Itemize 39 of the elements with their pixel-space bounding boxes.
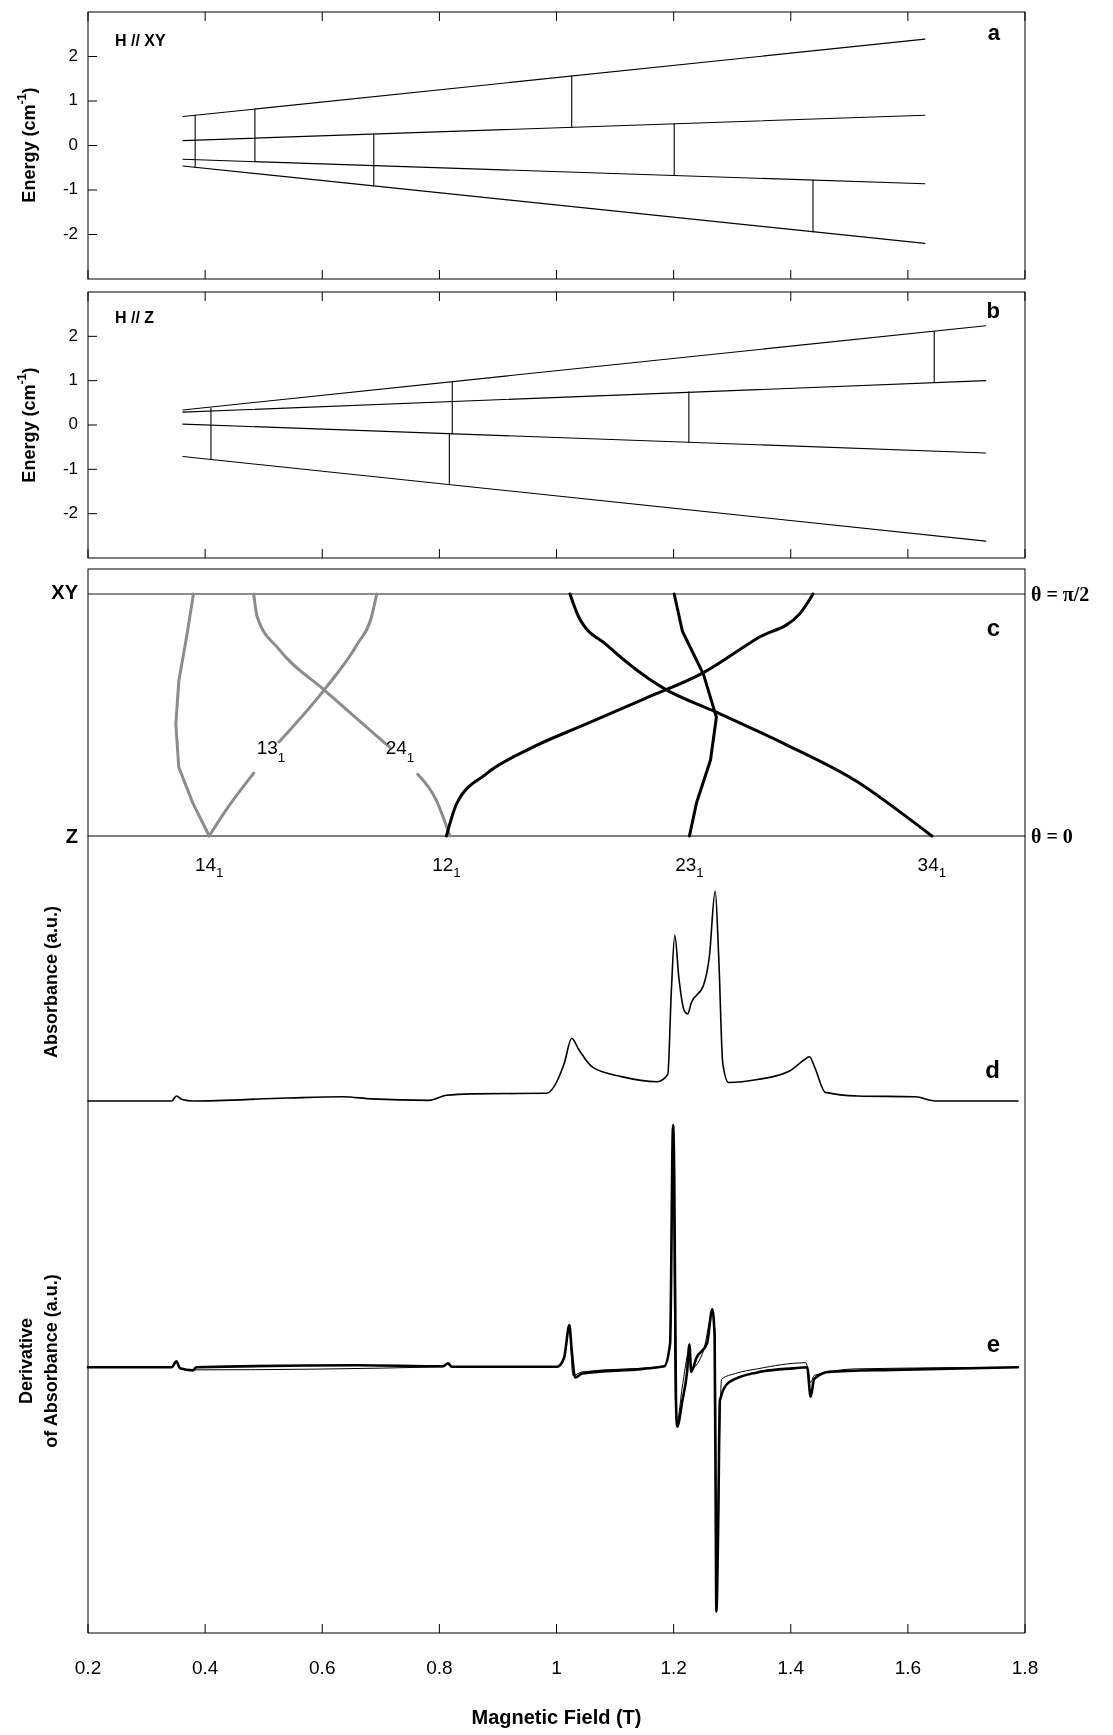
y-tick-label: 2 — [68, 45, 78, 65]
y-tick-label: 2 — [68, 325, 78, 345]
x-tick-label: 1.8 — [1011, 1657, 1039, 1679]
y-tick-label: 0 — [68, 134, 78, 154]
y-tick-label: 1 — [68, 90, 78, 110]
text: θ = π/2 — [1031, 583, 1090, 605]
x-tick-label: 0.4 — [191, 1657, 219, 1679]
annotation: 13$_{1}$ — [256, 737, 286, 765]
annotation: H // Z — [115, 309, 155, 326]
annotation: d — [985, 1056, 1000, 1083]
y-tick-label: -2 — [62, 223, 78, 243]
annotation: a — [987, 20, 1001, 45]
annotation: 24$_{1}$ — [385, 737, 415, 765]
x-tick-label: 1.4 — [777, 1657, 805, 1679]
y-tick-label: 1 — [68, 370, 78, 390]
y-axis-title: Absorbance (a.u.) — [40, 905, 61, 1059]
annotation: 34$_{1}$ — [917, 854, 947, 881]
x-tick-label: 0.8 — [426, 1657, 453, 1679]
x-tick-label: 0.6 — [309, 1657, 336, 1679]
annotation: e — [986, 1330, 1000, 1357]
x-tick-label: 0.2 — [74, 1657, 102, 1679]
y-tick-label: 0 — [68, 414, 78, 434]
y-tick-label: -1 — [62, 179, 78, 199]
annotation: c — [986, 614, 1000, 641]
ref-line-label: XY — [51, 581, 79, 604]
annotation: b — [986, 298, 1000, 323]
annotation: 14$_{1}$ — [194, 854, 224, 881]
x-tick-label: 1.6 — [894, 1657, 922, 1679]
annotation: H // XY — [115, 32, 167, 49]
y-tick-label: -1 — [62, 458, 78, 478]
text: θ = 0 — [1031, 825, 1073, 847]
x-tick-label: 1 — [551, 1657, 562, 1679]
text: Z — [65, 825, 78, 847]
y-tick-label: -2 — [62, 503, 78, 523]
y-axis-title: Derivative of Absorbance (a.u.) — [15, 1274, 61, 1448]
annotation: 12$_{1}$ — [432, 854, 461, 881]
x-axis-title: Magnetic Field (T) — [471, 1706, 642, 1729]
annotation: 23$_{1}$ — [675, 854, 704, 881]
x-tick-label: 1.2 — [660, 1657, 687, 1679]
